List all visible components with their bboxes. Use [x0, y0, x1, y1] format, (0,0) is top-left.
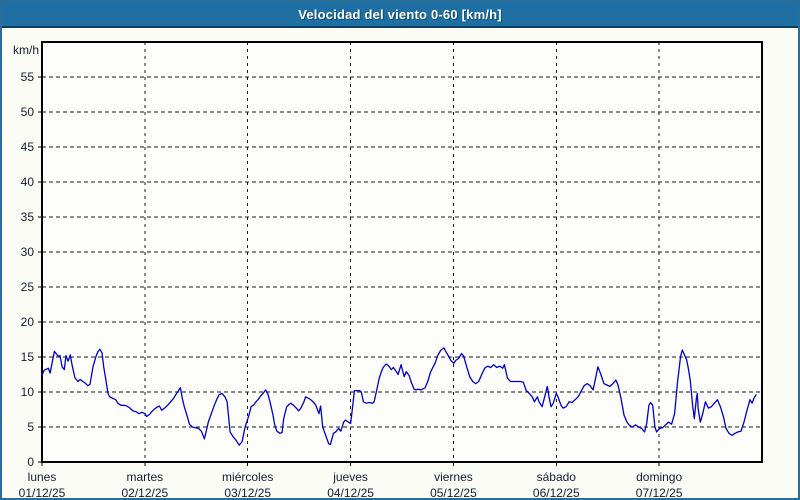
y-tick-label: 20 [21, 315, 35, 329]
x-weekday-label: sábado [537, 470, 577, 484]
y-tick-label: 50 [21, 105, 35, 119]
x-weekday-label: miércoles [222, 470, 273, 484]
x-weekday-label: lunes [28, 470, 57, 484]
wind-speed-line [41, 347, 757, 446]
y-tick-label: 45 [21, 140, 35, 154]
x-weekday-label: viernes [434, 470, 473, 484]
chart-title-bar: Velocidad del viento 0-60 [km/h] [2, 2, 798, 28]
y-tick-label: 55 [21, 70, 35, 84]
y-tick-label: 5 [27, 420, 34, 434]
x-date-label: 07/12/25 [636, 486, 683, 500]
y-tick-label: 0 [27, 455, 34, 469]
y-tick-label: 30 [21, 245, 35, 259]
x-date-label: 02/12/25 [121, 486, 168, 500]
x-date-label: 01/12/25 [19, 486, 66, 500]
x-date-label: 05/12/25 [430, 486, 477, 500]
plot-border [41, 41, 763, 463]
y-tick-label: 10 [21, 385, 35, 399]
y-tick-label: 35 [21, 210, 35, 224]
chart-title: Velocidad del viento 0-60 [km/h] [298, 6, 502, 22]
y-tick-label: 15 [21, 350, 35, 364]
x-date-label: 06/12/25 [533, 486, 580, 500]
x-date-label: 04/12/25 [327, 486, 374, 500]
x-weekday-label: jueves [332, 470, 368, 484]
y-tick-label: 25 [21, 280, 35, 294]
x-weekday-label: domingo [636, 470, 682, 484]
x-date-label: 03/12/25 [224, 486, 271, 500]
y-tick-label: 40 [21, 175, 35, 189]
y-axis-unit-label: km/h [13, 43, 39, 57]
x-weekday-label: martes [127, 470, 164, 484]
